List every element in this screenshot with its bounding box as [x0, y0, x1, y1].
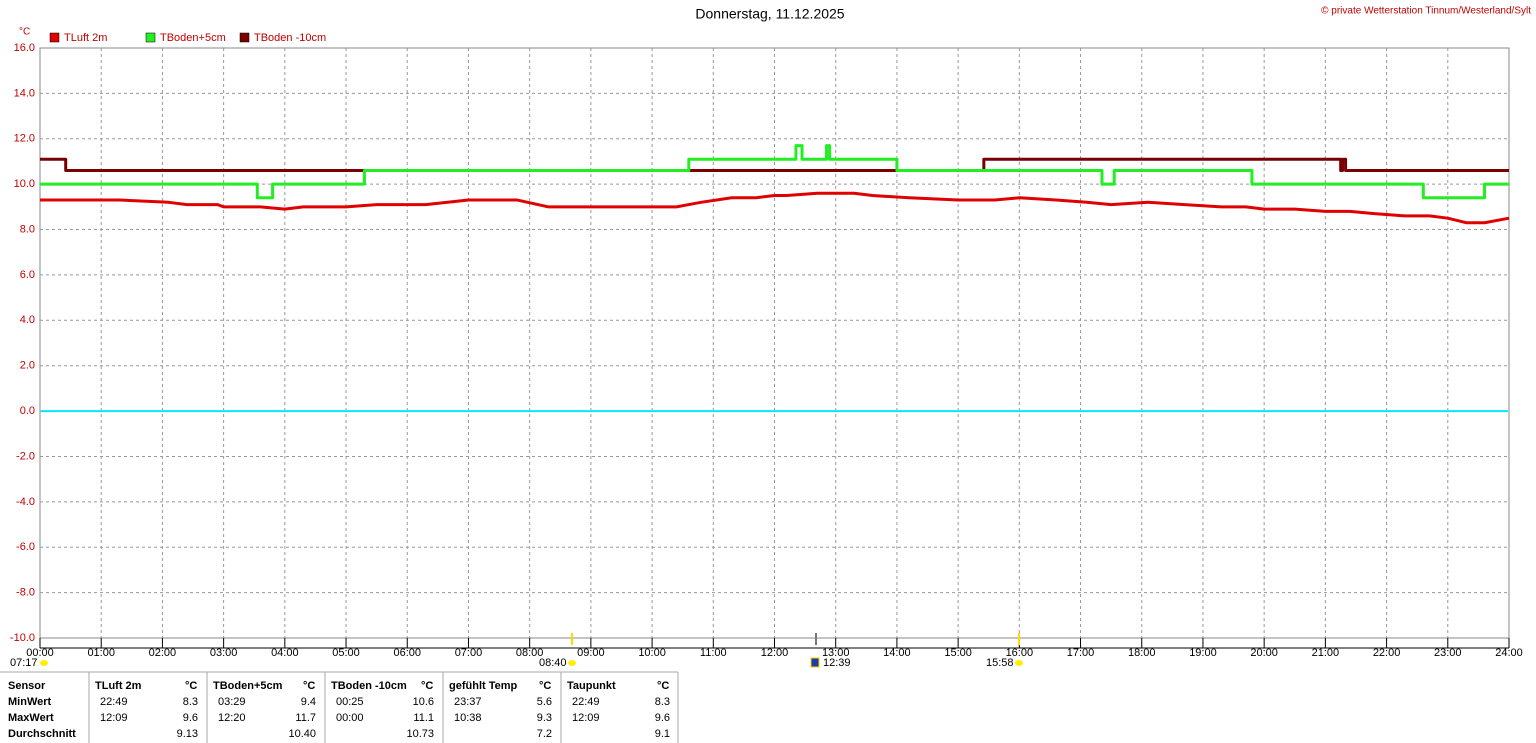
table-value: 9.1 [655, 728, 670, 740]
sun-marker [40, 660, 48, 666]
y-tick-label: -2.0 [16, 450, 35, 462]
table-time: 10:38 [454, 712, 482, 724]
legend-swatch [145, 32, 156, 43]
legend-label: TBoden+5cm [160, 32, 226, 44]
x-tick-label: 13:00 [822, 647, 850, 659]
x-tick-label: 03:00 [210, 647, 238, 659]
table-time: 12:09 [572, 712, 600, 724]
table-value: 10.6 [413, 696, 434, 708]
x-tick-label: 22:00 [1373, 647, 1401, 659]
table-row-label: MinWert [8, 696, 52, 708]
y-tick-label: 2.0 [20, 360, 35, 372]
table-row-label: Durchschnitt [8, 728, 76, 740]
table-value: 9.4 [301, 696, 316, 708]
x-tick-label: 23:00 [1434, 647, 1462, 659]
table-header: TLuft 2m [95, 680, 142, 692]
table-value: 10.73 [406, 728, 434, 740]
x-tick-label: 10:00 [638, 647, 666, 659]
x-tick-label: 16:00 [1006, 647, 1034, 659]
x-tick-label: 11:00 [700, 647, 727, 659]
x-tick-label: 24:00 [1495, 647, 1523, 659]
table-value: 8.3 [183, 696, 198, 708]
copyright: © private Wetterstation Tinnum/Westerlan… [1321, 6, 1531, 17]
table-value: 8.3 [655, 696, 670, 708]
table-header: gefühlt Temp [449, 680, 518, 692]
x-tick-label: 14:00 [883, 647, 911, 659]
x-tick-label: 20:00 [1250, 647, 1278, 659]
legend-swatch [239, 32, 250, 43]
table-value: 11.7 [295, 712, 316, 724]
table-time: 00:25 [336, 696, 364, 708]
x-tick-label: 00:00 [26, 647, 54, 659]
series-line [40, 191, 1510, 225]
chart-title: Donnerstag, 11.12.2025 [695, 6, 844, 22]
table-time: 00:00 [336, 712, 364, 724]
y-tick-label: -10.0 [10, 632, 35, 644]
x-tick-label: 08:00 [516, 647, 544, 659]
table-header: °C [185, 680, 197, 692]
table-value: 11.1 [413, 712, 434, 724]
time-marker-label: 15:58 [986, 657, 1014, 669]
time-marker-label: 08:40 [539, 657, 567, 669]
y-tick-label: -8.0 [16, 587, 35, 599]
legend-label: TBoden -10cm [254, 32, 326, 44]
y-tick-label: 0.0 [20, 405, 35, 417]
y-tick-label: 8.0 [20, 223, 35, 235]
y-tick-label: 16.0 [14, 42, 35, 54]
x-tick-label: 18:00 [1128, 647, 1156, 659]
table-header: °C [657, 680, 669, 692]
x-tick-label: 07:00 [455, 647, 483, 659]
table-header: °C [421, 680, 433, 692]
legend-label: TLuft 2m [64, 32, 107, 44]
y-tick-label: 14.0 [14, 87, 35, 99]
time-marker-label: 07:17 [10, 657, 38, 669]
table-time: 12:09 [100, 712, 128, 724]
x-tick-label: 01:00 [87, 647, 115, 659]
table-header: TBoden+5cm [213, 680, 283, 692]
sun-marker [568, 660, 576, 666]
y-tick-label: -4.0 [16, 496, 35, 508]
x-tick-label: 02:00 [149, 647, 177, 659]
x-tick-label: 21:00 [1312, 647, 1340, 659]
y-tick-label: 4.0 [20, 314, 35, 326]
x-tick-label: 06:00 [393, 647, 421, 659]
table-header: °C [539, 680, 551, 692]
x-tick-label: 09:00 [577, 647, 605, 659]
x-tick-label: 19:00 [1189, 647, 1217, 659]
legend-swatch [49, 32, 60, 43]
table-header: Taupunkt [567, 680, 616, 692]
table-row-label: MaxWert [8, 712, 54, 724]
moon-marker [810, 657, 820, 668]
y-tick-label: -6.0 [16, 541, 35, 553]
table-header: TBoden -10cm [331, 680, 407, 692]
table-time: 22:49 [572, 696, 600, 708]
y-axis-label: °C [19, 27, 30, 38]
table-time: 22:49 [100, 696, 128, 708]
table-value: 7.2 [537, 728, 552, 740]
series-line [40, 157, 1509, 173]
table-value: 9.6 [655, 712, 670, 724]
table-value: 9.13 [177, 728, 198, 740]
table-header: °C [303, 680, 315, 692]
table-value: 9.6 [183, 712, 198, 724]
table-time: 23:37 [454, 696, 482, 708]
y-tick-label: 12.0 [14, 133, 35, 145]
x-tick-label: 15:00 [944, 647, 972, 659]
x-tick-label: 05:00 [332, 647, 360, 659]
x-tick-label: 17:00 [1067, 647, 1095, 659]
table-value: 9.3 [537, 712, 552, 724]
time-marker-label: 12:39 [823, 657, 851, 669]
table-time: 12:20 [218, 712, 246, 724]
table-value: 10.40 [288, 728, 316, 740]
sun-marker [1015, 660, 1023, 666]
table-value: 5.6 [537, 696, 552, 708]
y-tick-label: 6.0 [20, 269, 35, 281]
y-tick-label: 10.0 [14, 178, 35, 190]
x-tick-label: 04:00 [271, 647, 299, 659]
series-line [40, 144, 1509, 200]
x-tick-label: 12:00 [761, 647, 789, 659]
table-time: 03:29 [218, 696, 246, 708]
table-header: Sensor [8, 680, 46, 692]
